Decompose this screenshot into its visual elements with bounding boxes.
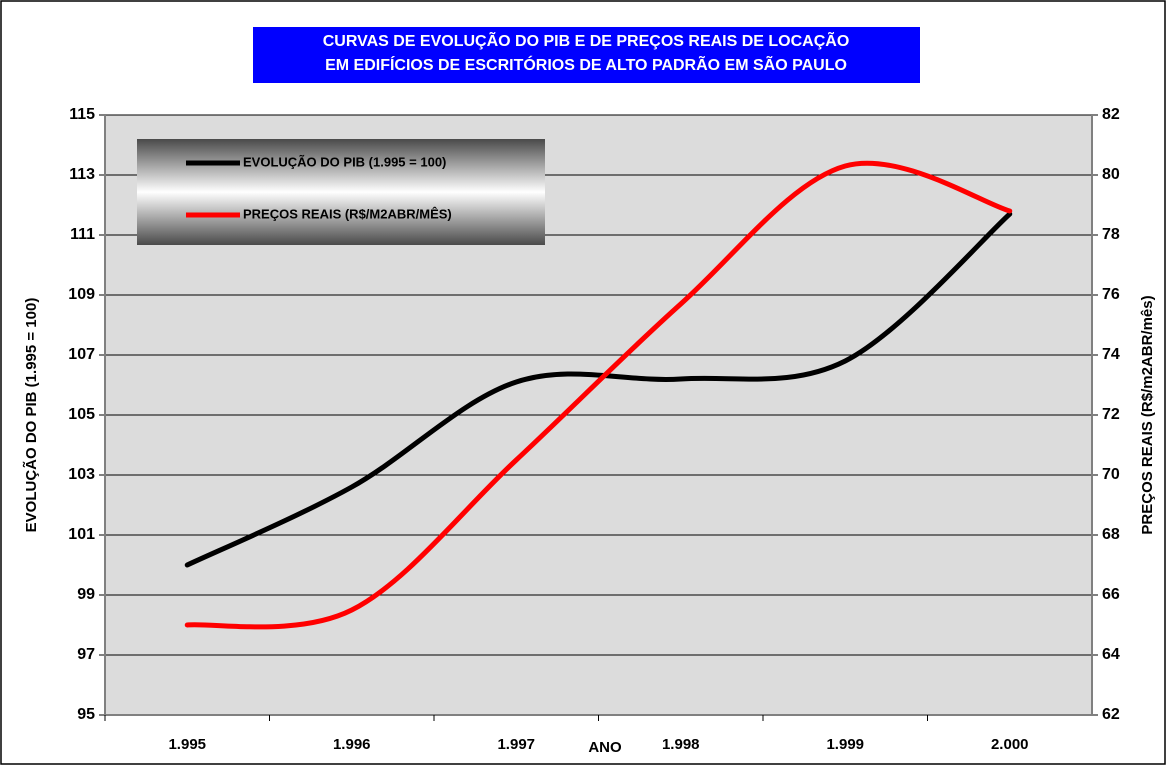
legend-box bbox=[137, 139, 545, 245]
x-tick-label: 1.997 bbox=[497, 736, 535, 753]
legend-label: PREÇOS REAIS (R$/M2ABR/MÊS) bbox=[243, 206, 452, 221]
x-tick-label: 2.000 bbox=[991, 736, 1029, 753]
y2-tick-label: 64 bbox=[1102, 646, 1120, 663]
legend-label: EVOLUÇÃO DO PIB (1.995 = 100) bbox=[243, 154, 446, 169]
y-tick-label: 95 bbox=[77, 706, 95, 723]
y2-tick-label: 78 bbox=[1102, 226, 1120, 243]
y2-tick-label: 68 bbox=[1102, 526, 1120, 543]
y2-tick-label: 74 bbox=[1102, 346, 1120, 363]
y2-tick-label: 66 bbox=[1102, 586, 1120, 603]
y2-axis-label: PREÇOS REAIS (R$/m2ABR/mês) bbox=[1139, 295, 1156, 534]
x-axis-label: ANO bbox=[588, 739, 622, 756]
x-tick-label: 1.998 bbox=[662, 736, 700, 753]
chart-title: CURVAS DE EVOLUÇÃO DO PIB E DE PREÇOS RE… bbox=[323, 30, 850, 50]
y2-tick-label: 82 bbox=[1102, 106, 1120, 123]
y2-tick-label: 80 bbox=[1102, 166, 1120, 183]
y-tick-label: 115 bbox=[69, 106, 95, 123]
y-tick-label: 103 bbox=[68, 466, 95, 483]
title-box bbox=[253, 27, 920, 83]
y-tick-label: 113 bbox=[69, 166, 95, 183]
y-tick-label: 97 bbox=[77, 646, 95, 663]
y-tick-label: 111 bbox=[70, 226, 95, 243]
y-tick-label: 99 bbox=[77, 586, 95, 603]
series-line bbox=[184, 160, 1013, 630]
x-tick-label: 1.996 bbox=[333, 736, 371, 753]
y-tick-label: 105 bbox=[68, 406, 95, 423]
y2-tick-label: 72 bbox=[1102, 406, 1120, 423]
y2-tick-label: 70 bbox=[1102, 466, 1120, 483]
x-tick-label: 1.995 bbox=[168, 736, 206, 753]
y-axis-label: EVOLUÇÃO DO PIB (1.995 = 100) bbox=[22, 298, 40, 533]
y-tick-label: 101 bbox=[68, 526, 95, 543]
y2-tick-label: 76 bbox=[1102, 286, 1120, 303]
y2-tick-label: 62 bbox=[1102, 706, 1120, 723]
series-line bbox=[184, 211, 1013, 568]
y-tick-label: 109 bbox=[68, 286, 95, 303]
x-tick-label: 1.999 bbox=[826, 736, 864, 753]
y-tick-label: 107 bbox=[68, 346, 95, 363]
chart-title: EM EDIFÍCIOS DE ESCRITÓRIOS DE ALTO PADR… bbox=[325, 54, 847, 74]
